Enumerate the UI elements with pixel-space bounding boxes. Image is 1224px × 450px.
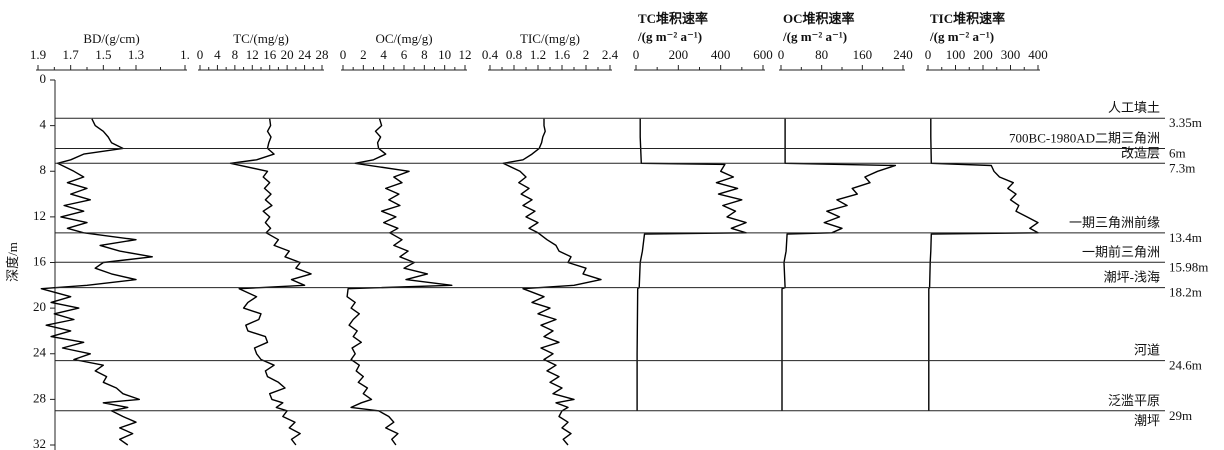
panel-title: OC堆积速率	[783, 11, 855, 26]
panel-unit: /(g m⁻² a⁻¹)	[929, 29, 994, 44]
x-tick-label: 2	[360, 47, 367, 62]
panel-title: OC/(mg/g)	[375, 31, 432, 46]
x-tick-label: 160	[853, 47, 873, 62]
x-tick-label: 12	[246, 47, 259, 62]
x-tick-label: 600	[753, 47, 773, 62]
x-tick-label: 1.5	[95, 47, 111, 62]
boundary-depth: 18.2m	[1169, 285, 1202, 300]
panel-title: TC堆积速率	[638, 11, 708, 26]
y-tick-label: 12	[33, 208, 46, 223]
x-tick-label: 8	[232, 47, 239, 62]
y-tick-label: 16	[33, 253, 47, 268]
panel-title: TIC/(mg/g)	[520, 31, 580, 46]
x-tick-label: 10	[438, 47, 451, 62]
boundary-depth: 15.98m	[1169, 259, 1208, 274]
x-tick-label: 400	[1028, 47, 1048, 62]
x-tick-label: 16	[263, 47, 277, 62]
x-tick-label: 80	[815, 47, 828, 62]
layer-name: 潮坪-浅海	[1104, 270, 1160, 285]
x-tick-label: 8	[421, 47, 428, 62]
panel-title: TC/(mg/g)	[233, 31, 289, 46]
x-tick-label: 0	[197, 47, 204, 62]
layer-name: 泛滥平原	[1108, 393, 1160, 408]
layer-name: 700BC-1980AD二期三角洲	[1009, 130, 1160, 145]
panel-unit: /(g m⁻² a⁻¹)	[782, 29, 847, 44]
panel-title: TIC堆积速率	[930, 11, 1005, 26]
x-tick-label: 0	[340, 47, 347, 62]
profile-line	[40, 118, 154, 446]
y-tick-label: 20	[33, 299, 46, 314]
boundary-depth: 3.35m	[1169, 115, 1202, 130]
y-tick-label: 8	[40, 162, 47, 177]
x-tick-label: 0	[925, 47, 932, 62]
x-tick-label: 1.	[180, 47, 190, 62]
layer-name: 人工填土	[1108, 100, 1160, 115]
y-tick-label: 24	[33, 345, 47, 360]
profile-line	[502, 118, 602, 446]
boundary-depth: 6m	[1169, 145, 1186, 160]
x-tick-label: 0.4	[482, 47, 499, 62]
x-tick-label: 12	[459, 47, 472, 62]
x-tick-label: 0.8	[506, 47, 522, 62]
x-tick-label: 24	[298, 47, 312, 62]
x-tick-label: 2	[583, 47, 590, 62]
x-tick-label: 300	[1001, 47, 1021, 62]
x-tick-label: 400	[711, 47, 731, 62]
layer-name: 一期三角洲前缘	[1069, 215, 1160, 230]
x-tick-label: 200	[973, 47, 993, 62]
profile-line	[928, 118, 1039, 411]
x-tick-label: 1.9	[30, 47, 46, 62]
profile-line	[781, 118, 897, 411]
y-tick-label: 32	[33, 436, 46, 450]
x-tick-label: 4	[214, 47, 221, 62]
profile-line	[346, 118, 453, 446]
x-tick-label: 1.6	[554, 47, 571, 62]
x-tick-label: 200	[669, 47, 689, 62]
layer-name: 一期前三角洲	[1082, 244, 1160, 259]
boundary-depth: 7.3m	[1169, 160, 1195, 175]
panel-unit: /(g m⁻² a⁻¹)	[637, 29, 702, 44]
x-tick-label: 20	[281, 47, 294, 62]
x-tick-label: 4	[380, 47, 387, 62]
x-tick-label: 0	[778, 47, 785, 62]
layer-name: 改造层	[1121, 145, 1160, 160]
x-tick-label: 1.7	[63, 47, 80, 62]
layer-name: 潮坪	[1134, 413, 1160, 428]
boundary-depth: 29m	[1169, 408, 1192, 423]
panel-title: BD/(g/cm)	[83, 31, 139, 46]
x-tick-label: 28	[316, 47, 329, 62]
boundary-depth: 13.4m	[1169, 230, 1202, 245]
x-tick-label: 100	[946, 47, 966, 62]
x-tick-label: 1.3	[128, 47, 144, 62]
y-tick-label: 0	[40, 71, 47, 86]
boundary-depth: 24.6m	[1169, 358, 1202, 373]
x-tick-label: 1.2	[530, 47, 546, 62]
x-tick-label: 6	[401, 47, 408, 62]
y-tick-label: 28	[33, 390, 46, 405]
profile-line	[229, 118, 312, 446]
x-tick-label: 0	[633, 47, 640, 62]
x-tick-label: 240	[893, 47, 913, 62]
layer-name: 河道	[1134, 343, 1160, 358]
y-tick-label: 4	[40, 117, 47, 132]
x-tick-label: 2.4	[602, 47, 619, 62]
y-axis-label: 深度/m	[5, 242, 20, 282]
profile-line	[636, 118, 747, 411]
